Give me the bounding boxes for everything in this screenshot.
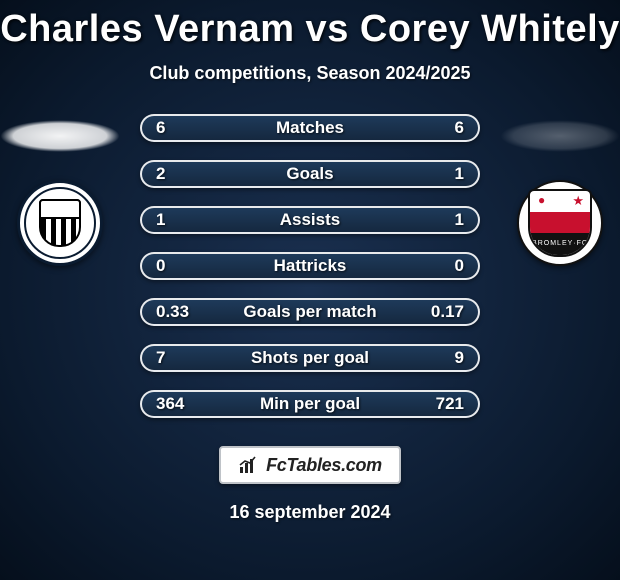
stat-label: Goals [142,162,478,186]
stat-right-value: 9 [455,346,464,370]
stats-container: 6 Matches 6 2 Goals 1 1 Assists 1 0 Hatt… [140,114,480,418]
club-badge-right: BROMLEY·FC [517,180,603,266]
stat-row: 0 Hattricks 0 [140,252,480,280]
stat-right-value: 1 [455,162,464,186]
chart-icon [238,455,260,475]
club-right-column: BROMLEY·FC [500,120,620,266]
stat-row: 0.33 Goals per match 0.17 [140,298,480,326]
accent-ellipse-left [0,120,120,152]
club-left-column [0,120,120,266]
stat-label: Assists [142,208,478,232]
stat-row: 364 Min per goal 721 [140,390,480,418]
stat-label: Matches [142,116,478,140]
stat-right-value: 0.17 [431,300,464,324]
stat-row: 7 Shots per goal 9 [140,344,480,372]
stat-right-value: 0 [455,254,464,278]
brand-text: FcTables.com [266,455,382,476]
stat-row: 6 Matches 6 [140,114,480,142]
stat-label: Hattricks [142,254,478,278]
stat-label: Shots per goal [142,346,478,370]
brand-badge: FcTables.com [219,446,401,484]
club-badge-right-text: BROMLEY·FC [530,233,590,255]
stat-label: Min per goal [142,392,478,416]
footer-date: 16 september 2024 [0,502,620,523]
stat-right-value: 1 [455,208,464,232]
stat-row: 1 Assists 1 [140,206,480,234]
subtitle: Club competitions, Season 2024/2025 [0,63,620,84]
club-badge-left [17,180,103,266]
accent-ellipse-right [500,120,620,152]
stat-right-value: 721 [436,392,464,416]
stat-right-value: 6 [455,116,464,140]
page-title: Charles Vernam vs Corey Whitely [0,0,620,51]
stat-row: 2 Goals 1 [140,160,480,188]
stat-label: Goals per match [142,300,478,324]
